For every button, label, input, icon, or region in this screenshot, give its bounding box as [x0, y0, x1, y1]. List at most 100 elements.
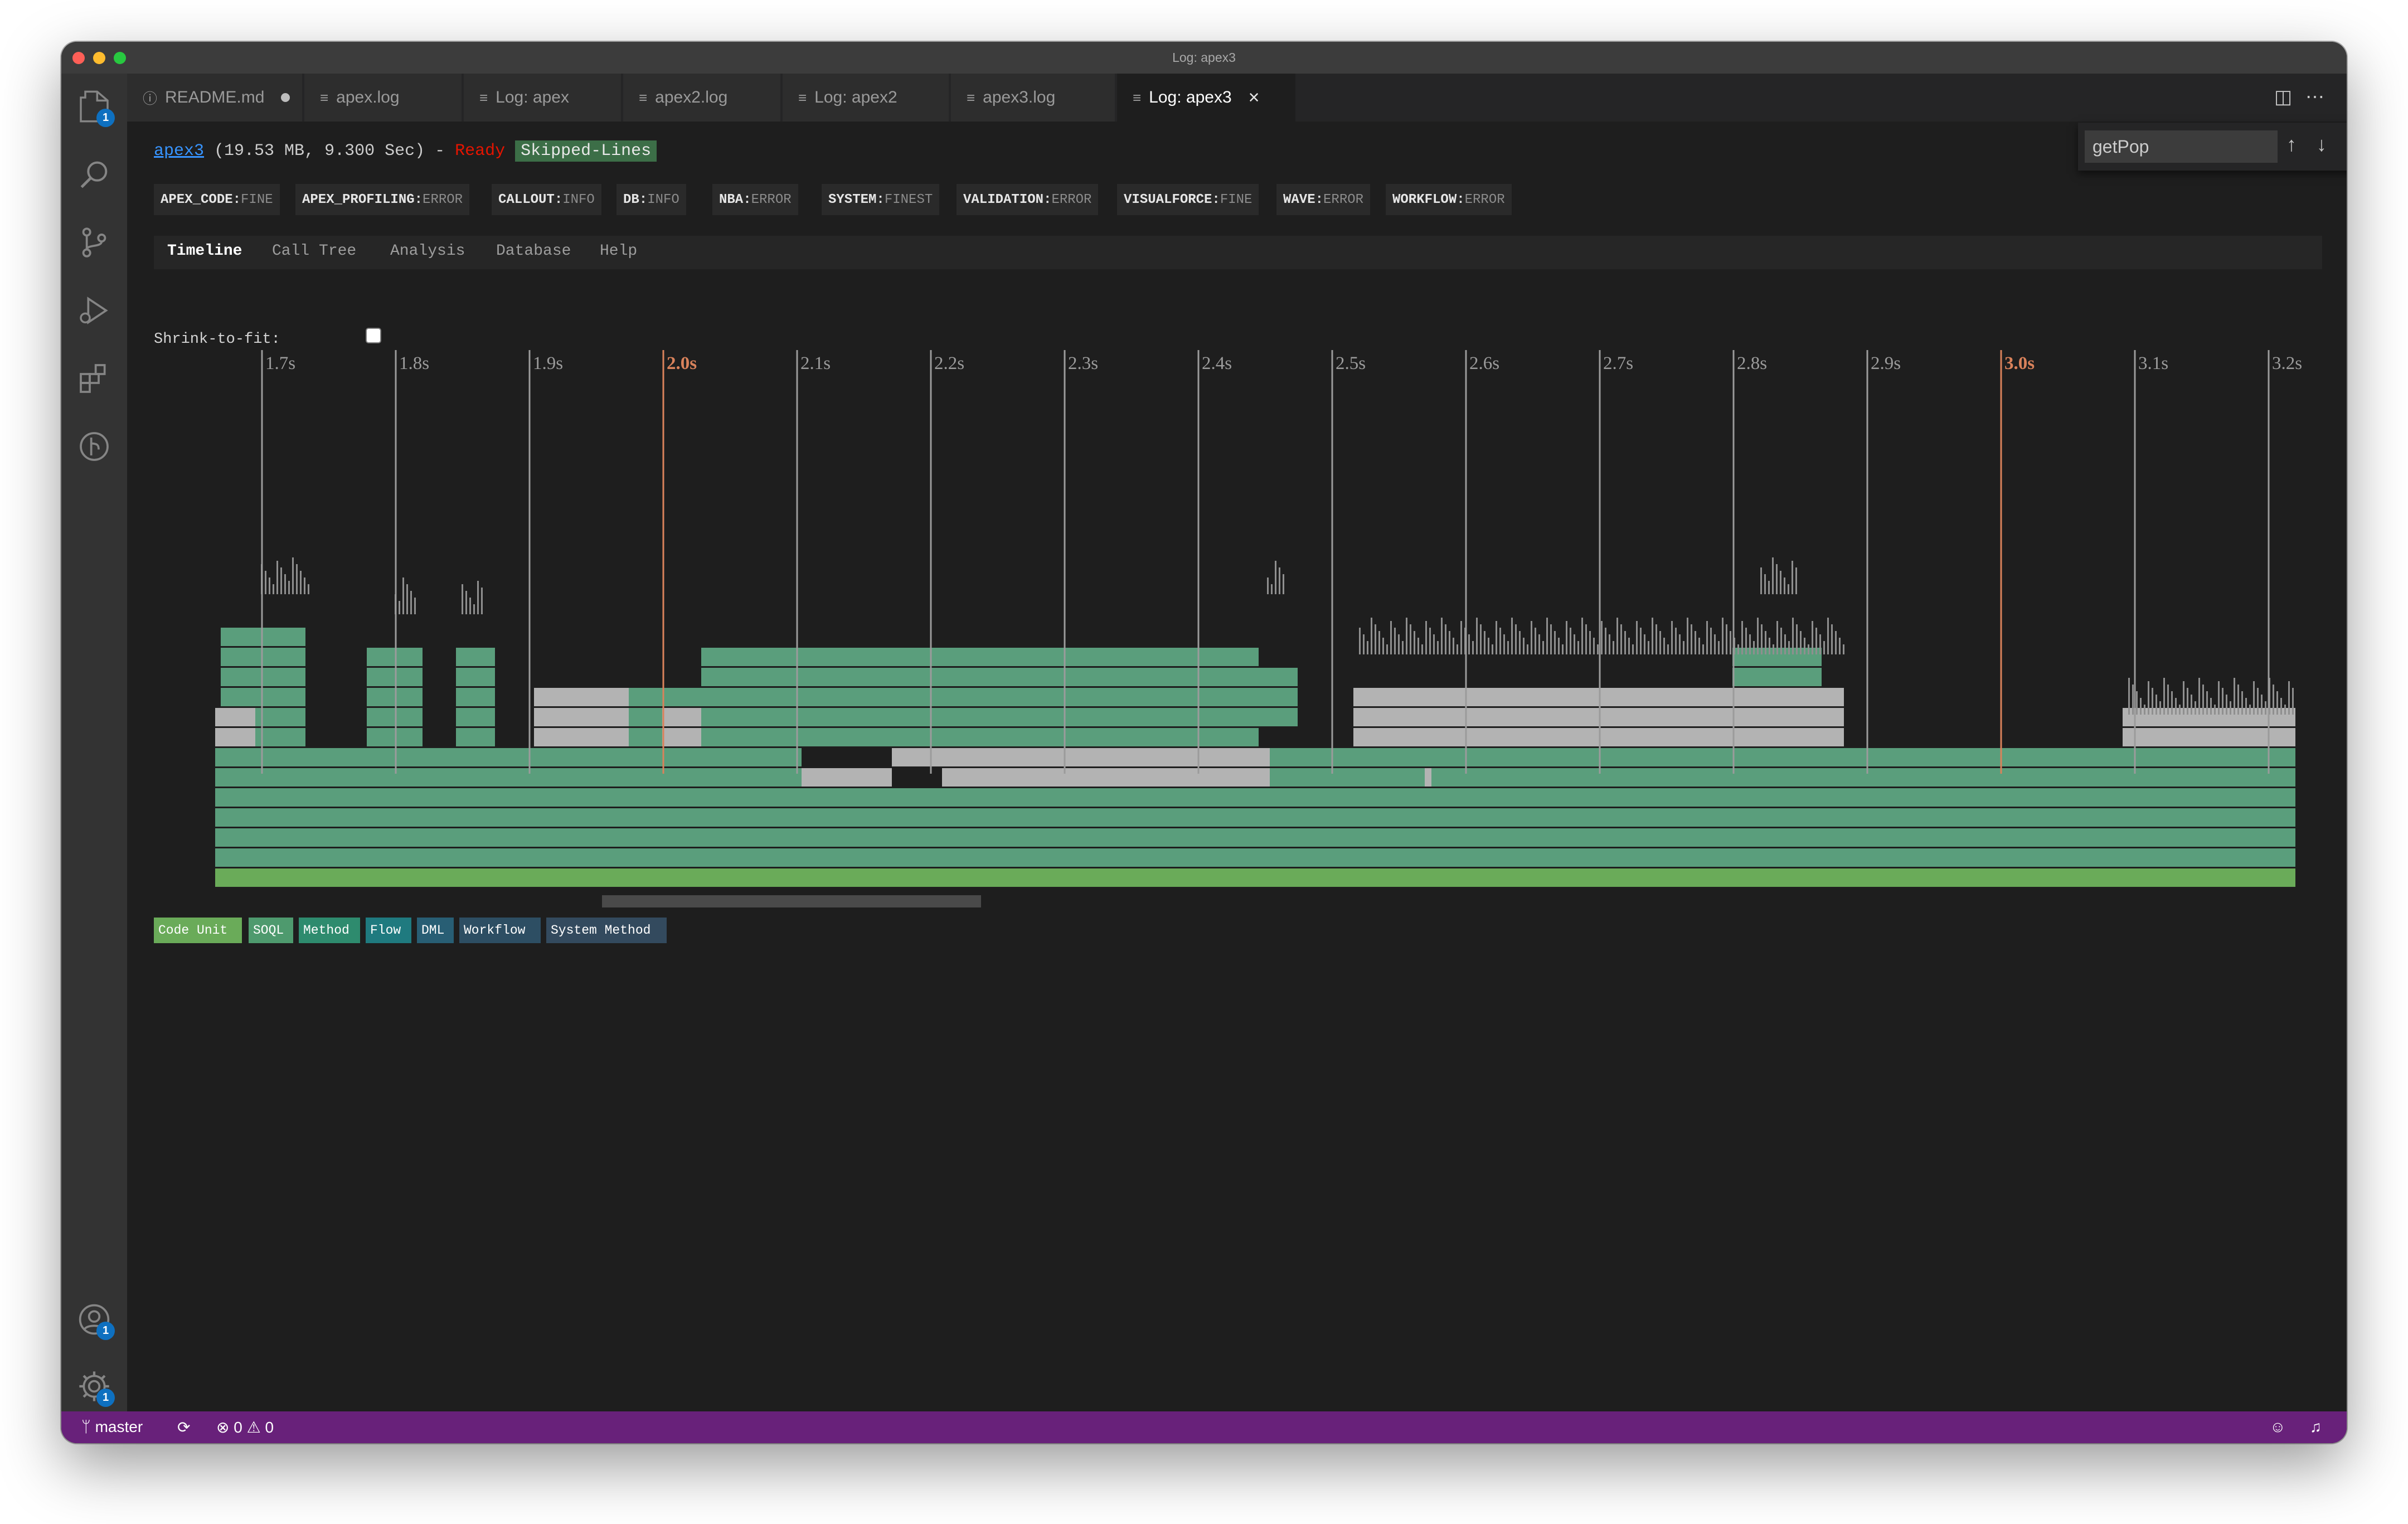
system-method-bar — [2230, 701, 2231, 715]
system-method-bar — [1843, 644, 1844, 654]
log-name-link[interactable]: apex3 — [154, 142, 205, 161]
system-method-bar — [1683, 641, 1684, 654]
system-method-bar — [1558, 638, 1560, 654]
log-level-badge: WORKFLOW: ERROR — [1386, 184, 1512, 215]
system-method-bar — [1648, 641, 1649, 654]
tab-apex-log[interactable]: ≡ apex.log — [304, 74, 463, 122]
system-method-bar — [2253, 681, 2255, 715]
notifications-bell-icon[interactable]: ♫ — [2310, 1418, 2322, 1435]
tab-apex2-log[interactable]: ≡ apex2.log — [623, 74, 781, 122]
search-button[interactable] — [61, 144, 127, 205]
branch-indicator[interactable]: ᛘ master — [81, 1418, 143, 1436]
maximize-window-button[interactable] — [114, 52, 126, 64]
accounts-badge: 1 — [96, 1322, 115, 1340]
system-method-bar — [1488, 638, 1489, 654]
find-widget: ↑ ↓ × — [2078, 123, 2347, 171]
system-method-bar — [1597, 644, 1599, 654]
more-actions-icon[interactable]: ⋯ — [2305, 86, 2324, 108]
tab-database[interactable]: Database — [496, 242, 571, 260]
system-method-bar — [2237, 685, 2239, 715]
system-method-bar — [534, 708, 629, 726]
tab-readme[interactable]: ⓘ README.md — [127, 74, 303, 122]
system-method-bar — [1570, 628, 1571, 654]
method-bar — [367, 688, 423, 706]
system-method-bar — [288, 581, 290, 594]
system-method-bar — [1652, 618, 1653, 654]
manage-button[interactable]: 1 — [61, 1356, 127, 1417]
close-tab-icon[interactable]: × — [1248, 86, 1260, 108]
system-method-bar — [414, 598, 416, 614]
system-method-bar — [1468, 634, 1470, 654]
tab-help[interactable]: Help — [600, 242, 638, 260]
system-method-bar — [2265, 701, 2266, 715]
git-history-button[interactable] — [61, 416, 127, 477]
next-match-icon[interactable]: ↓ — [2317, 133, 2327, 156]
system-method-bar — [1784, 577, 1785, 594]
activity-bar: 1 1 1 — [61, 74, 127, 1411]
feedback-icon[interactable]: ☺ — [2270, 1418, 2286, 1435]
system-method-bar — [1780, 571, 1781, 594]
file-lines-icon: ≡ — [967, 89, 975, 106]
sync-icon[interactable]: ⟳ — [177, 1419, 191, 1436]
method-bar — [221, 668, 305, 686]
tab-log-apex[interactable]: ≡ Log: apex — [464, 74, 622, 122]
source-control-button[interactable] — [61, 212, 127, 273]
system-method-bar — [1279, 567, 1280, 594]
legend-system-method: System Method — [546, 918, 667, 943]
system-method-bar — [1792, 618, 1794, 654]
minimize-window-button[interactable] — [93, 52, 105, 64]
system-method-bar — [1577, 641, 1579, 654]
system-method-bar — [1566, 621, 1567, 654]
system-method-bar — [1593, 638, 1595, 654]
file-lines-icon: ≡ — [1133, 89, 1142, 106]
tab-log-apex3[interactable]: ≡ Log: apex3 × — [1117, 74, 1297, 122]
system-method-bar — [1359, 628, 1361, 654]
explorer-button[interactable]: 1 — [61, 76, 127, 137]
system-method-bar — [1636, 621, 1638, 654]
method-bar — [456, 728, 495, 746]
system-method-bar — [1768, 581, 1770, 594]
previous-match-icon[interactable]: ↑ — [2286, 133, 2297, 156]
system-method-bar — [2222, 688, 2223, 715]
system-method-bar — [1831, 624, 1833, 654]
system-method-bar — [1283, 574, 1284, 594]
log-analyzer-view: apex3 (19.53 MB, 9.300 Sec) - Ready Skip… — [127, 122, 2347, 1411]
system-method-bar — [284, 574, 286, 594]
timeline-scrollbar-thumb[interactable] — [602, 895, 981, 907]
system-method-bar — [1765, 631, 1766, 654]
system-method-bar — [2123, 708, 2295, 726]
system-method-bar — [1616, 618, 1618, 654]
extensions-button[interactable] — [61, 348, 127, 409]
system-method-bar — [2179, 705, 2181, 715]
system-method-bar — [2195, 701, 2196, 715]
find-input[interactable] — [2085, 130, 2278, 163]
system-method-bar — [2148, 681, 2149, 715]
system-method-bar — [1382, 638, 1384, 654]
run-debug-button[interactable] — [61, 280, 127, 341]
timeline-chart[interactable]: 1.7s 1.8s 1.9s 2.0s 2.1s 2.2s 2.3s 2.4s 2.5s 2.6s… — [127, 122, 2347, 919]
tab-log-apex2[interactable]: ≡ Log: apex2 — [783, 74, 950, 122]
timeline-tick-label: 2.0s — [667, 353, 697, 373]
split-editor-icon[interactable]: ◫ — [2274, 86, 2293, 108]
tab-analysis[interactable]: Analysis — [390, 242, 465, 260]
system-method-bar — [1624, 631, 1626, 654]
tab-label: Log: apex3 — [1149, 88, 1232, 106]
close-window-button[interactable] — [72, 52, 85, 64]
legend-method: Method — [299, 918, 360, 943]
system-method-bar — [1523, 638, 1525, 654]
problems-indicator[interactable]: ⊗ 0 ⚠ 0 — [216, 1418, 274, 1436]
system-method-bar — [2183, 681, 2184, 715]
file-lines-icon: ≡ — [639, 89, 648, 106]
shrink-to-fit-checkbox[interactable] — [366, 328, 381, 343]
system-method-bar — [1457, 644, 1458, 654]
tab-apex3-log[interactable]: ≡ apex3.log — [951, 74, 1116, 122]
method-bar — [1732, 668, 1822, 686]
tab-label: Log: apex2 — [814, 88, 897, 106]
method-bar — [215, 768, 802, 787]
system-method-bar — [1605, 628, 1606, 654]
source-control-icon — [82, 227, 106, 258]
accounts-button[interactable]: 1 — [61, 1289, 127, 1350]
tab-timeline[interactable]: Timeline — [167, 242, 242, 260]
tab-call-tree[interactable]: Call Tree — [272, 242, 357, 260]
legend-dml: DML — [417, 918, 454, 943]
